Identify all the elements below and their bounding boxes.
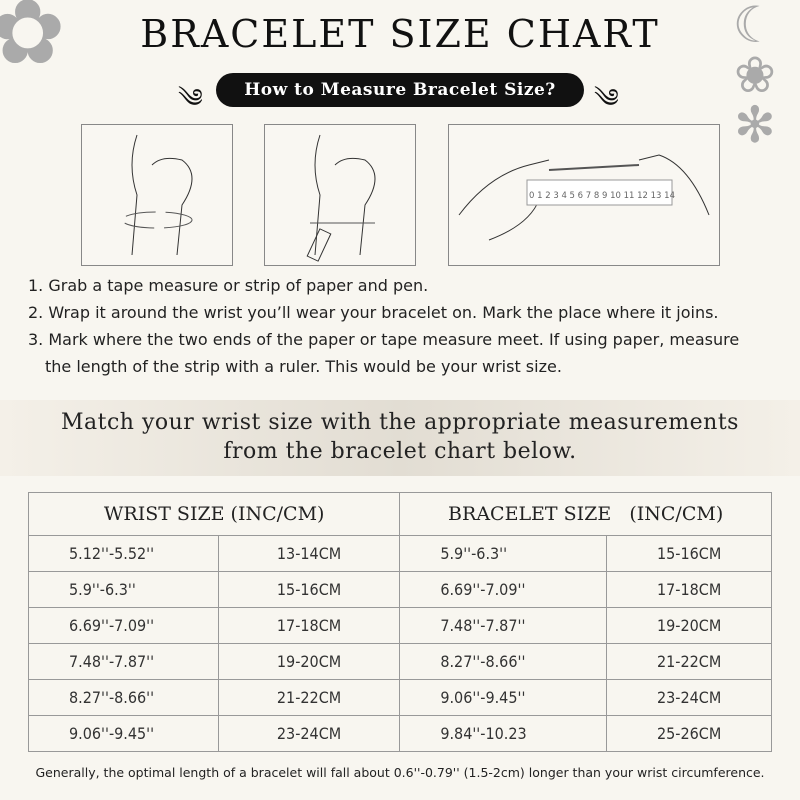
- table-header: WRIST SIZE (INC/CM) BRACELET SIZE (INC/C…: [27, 492, 772, 536]
- wrist-cm-cell: 17-18CM: [217, 607, 401, 644]
- instruction-steps: 1. Grab a tape measure or strip of paper…: [28, 272, 739, 380]
- table-row: 9.06''-9.45'' 23-24CM 9.84''-10.23 25-26CM: [28, 715, 772, 752]
- wrist-inches-cell: 7.48''-7.87'': [28, 643, 219, 680]
- bracelet-cm-cell: 19-20CM: [606, 607, 772, 644]
- size-table: WRIST SIZE (INC/CM) BRACELET SIZE (INC/C…: [27, 492, 772, 752]
- bracelet-inches-cell: 8.27''-8.66'': [399, 643, 608, 680]
- wrist-size-header: WRIST SIZE (INC/CM): [27, 492, 401, 536]
- ruler-numbers: 0 1 2 3 4 5 6 7 8 9 10 11 12 13 14: [529, 191, 675, 201]
- table-row: 5.12''-5.52'' 13-14CM 5.9''-6.3'' 15-16CM: [28, 535, 772, 572]
- banner-line-2: from the bracelet chart below.: [223, 439, 577, 464]
- lotus-ornament-icon: ☾ ❀ ✻: [732, 0, 778, 154]
- hand-pen-mark-icon: [306, 134, 376, 262]
- footnote: Generally, the optimal length of a brace…: [35, 765, 765, 780]
- bracelet-cm-cell: 25-26CM: [606, 715, 772, 752]
- bracelet-inches-cell: 6.69''-7.09'': [399, 571, 608, 608]
- table-row: 7.48''-7.87'' 19-20CM 8.27''-8.66'' 21-22CM: [28, 643, 772, 680]
- bracelet-size-header: BRACELET SIZE (INC/CM): [399, 492, 772, 536]
- table-row: 8.27''-8.66'' 21-22CM 9.06''-9.45'' 23-24CM: [28, 679, 772, 716]
- illustration-hand-wrap: [81, 124, 233, 266]
- bracelet-cm-cell: 21-22CM: [606, 643, 772, 680]
- wrist-inches-cell: 5.12''-5.52'': [28, 535, 219, 572]
- swirl-right-icon: ༄: [594, 84, 619, 114]
- illustration-ruler-measure: 0 1 2 3 4 5 6 7 8 9 10 11 12 13 14: [448, 124, 720, 266]
- mandala-ornament-icon: ✿: [0, 0, 66, 85]
- swirl-left-icon: ༄: [178, 84, 203, 114]
- wrist-inches-cell: 8.27''-8.66'': [28, 679, 219, 716]
- wrist-cm-cell: 13-14CM: [217, 535, 401, 572]
- wrist-inches-cell: 6.69''-7.09'': [28, 607, 219, 644]
- step-3: 3. Mark where the two ends of the paper …: [28, 330, 740, 349]
- illustration-mark-wrist: [264, 124, 416, 266]
- step-3-continued: the length of the strip with a ruler. Th…: [45, 357, 562, 376]
- match-banner: Match your wrist size with the appropria…: [0, 400, 800, 476]
- wrist-inches-cell: 5.9''-6.3'': [28, 571, 219, 608]
- bracelet-inches-cell: 7.48''-7.87'': [399, 607, 608, 644]
- wrist-inches-cell: 9.06''-9.45'': [28, 715, 219, 752]
- bracelet-cm-cell: 15-16CM: [606, 535, 772, 572]
- wrist-cm-cell: 21-22CM: [217, 679, 401, 716]
- wrist-cm-cell: 23-24CM: [217, 715, 401, 752]
- bracelet-inches-cell: 9.84''-10.23: [399, 715, 608, 752]
- subtitle-pill: How to Measure Bracelet Size?: [216, 73, 584, 107]
- step-2: 2. Wrap it around the wrist you’ll wear …: [28, 303, 719, 322]
- bracelet-inches-cell: 9.06''-9.45'': [399, 679, 608, 716]
- wrist-cm-cell: 15-16CM: [217, 571, 401, 608]
- table-row: 5.9''-6.3'' 15-16CM 6.69''-7.09'' 17-18CM: [28, 571, 772, 608]
- bracelet-cm-cell: 17-18CM: [606, 571, 772, 608]
- bracelet-inches-cell: 5.9''-6.3'': [399, 535, 608, 572]
- page-title: BRACELET SIZE CHART: [140, 12, 660, 56]
- banner-line-1: Match your wrist size with the appropria…: [61, 410, 739, 435]
- wrist-cm-cell: 19-20CM: [217, 643, 401, 680]
- table-row: 6.69''-7.09'' 17-18CM 7.48''-7.87'' 19-20CM: [28, 607, 772, 644]
- bracelet-cm-cell: 23-24CM: [606, 679, 772, 716]
- hands-ruler-icon: 0 1 2 3 4 5 6 7 8 9 10 11 12 13 14: [458, 154, 710, 241]
- step-1: 1. Grab a tape measure or strip of paper…: [28, 276, 429, 295]
- hand-tape-wrap-icon: [121, 134, 193, 256]
